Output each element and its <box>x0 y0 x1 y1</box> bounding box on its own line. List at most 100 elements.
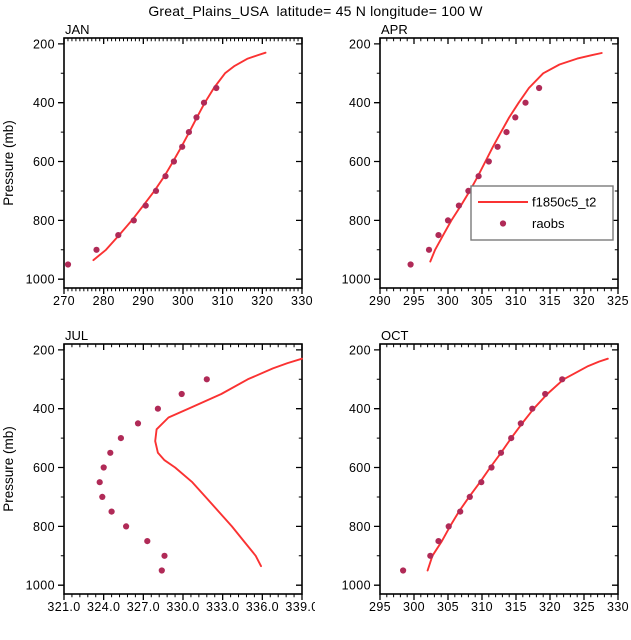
obs-point <box>179 143 186 150</box>
y-axis-tick-labels: 200 400 600 800 1000 <box>26 37 55 286</box>
x-tick-label: 325 <box>573 600 595 614</box>
y-axis-tick-labels: 200 400 600 800 1000 <box>26 343 55 592</box>
x-axis-title: Moist Static Energy (kJ/kg) <box>103 628 264 630</box>
plot-frame <box>63 37 303 289</box>
obs-point <box>130 217 137 224</box>
obs-point <box>117 435 124 442</box>
x-tick-label: 300 <box>437 294 459 308</box>
x-axis-tick-labels: 270 280 290 300 310 320 330 <box>53 294 313 308</box>
obs-point <box>99 493 106 500</box>
x-tick-label: 310 <box>212 294 234 308</box>
obs-point <box>200 99 208 106</box>
x-tick-label: 295 <box>369 600 391 614</box>
obs-point <box>115 232 122 239</box>
obs-point <box>457 508 464 515</box>
x-tick-label: 336.0 <box>246 600 279 614</box>
obs-point <box>64 261 72 268</box>
minor-ticks <box>376 344 618 598</box>
y-tick-label: 1000 <box>342 273 371 287</box>
y-tick-label: 800 <box>33 214 55 228</box>
subplot-month-title: JAN <box>65 22 90 37</box>
obs-point <box>465 187 472 194</box>
model-line <box>426 357 609 572</box>
major-ticks <box>58 344 303 600</box>
obs-point <box>435 538 442 545</box>
major-ticks <box>58 38 303 294</box>
x-axis-title: Moist Static Energy (kJ/kg) <box>419 322 580 324</box>
legend-marker-sample <box>499 220 507 227</box>
x-tick-label: 324.0 <box>87 600 120 614</box>
minor-ticks <box>60 38 302 292</box>
obs-markers <box>96 376 210 574</box>
subplot-month-title: OCT <box>381 328 409 343</box>
x-tick-label: 327.0 <box>127 600 160 614</box>
obs-point <box>142 202 149 209</box>
obs-point <box>517 420 524 427</box>
x-tick-label: 320 <box>539 600 561 614</box>
y-tick-label: 400 <box>33 96 55 110</box>
obs-point <box>522 99 529 106</box>
subplot-oct: 295 300 305 310 315 320 325 330 200 400 600 800 1000… <box>342 328 629 630</box>
obs-point <box>435 232 442 239</box>
x-tick-label: 310 <box>471 600 493 614</box>
x-tick-label: 305 <box>471 294 493 308</box>
obs-point <box>488 464 495 471</box>
model-line <box>429 52 603 263</box>
obs-point <box>144 538 151 545</box>
y-tick-label: 200 <box>33 37 55 51</box>
figure-title: Great_Plains_USA latitude= 45 N longitud… <box>148 3 483 19</box>
y-tick-label: 800 <box>349 520 371 534</box>
x-tick-label: 320 <box>573 294 595 308</box>
y-axis-title: Pressure (mb) <box>1 426 16 512</box>
x-tick-label: 320 <box>251 294 273 308</box>
obs-point <box>161 552 168 559</box>
subplot-jul: 321.0 324.0 327.0 330.0 333.0 336.0 339.0 200 40… <box>1 328 315 630</box>
obs-markers <box>400 376 566 574</box>
obs-point <box>162 173 169 180</box>
obs-point <box>108 508 115 515</box>
y-tick-label: 400 <box>349 96 371 110</box>
x-tick-label: 290 <box>132 294 154 308</box>
x-tick-label: 315 <box>539 294 561 308</box>
obs-point <box>134 420 142 427</box>
obs-point <box>170 158 177 165</box>
x-tick-label: 295 <box>403 294 425 308</box>
obs-markers <box>407 84 543 268</box>
y-tick-label: 600 <box>33 155 55 169</box>
x-tick-label: 321.0 <box>47 600 80 614</box>
obs-point <box>455 202 462 209</box>
x-tick-label: 270 <box>53 294 75 308</box>
obs-point <box>123 523 130 530</box>
minor-ticks <box>376 38 618 292</box>
obs-point <box>497 449 505 456</box>
obs-point <box>508 435 515 442</box>
x-tick-label: 300 <box>403 600 425 614</box>
y-axis-tick-labels: 200 400 600 800 1000 <box>342 343 371 592</box>
y-tick-label: 800 <box>349 214 371 228</box>
y-tick-label: 200 <box>349 343 371 357</box>
obs-point <box>213 84 220 92</box>
x-axis-tick-labels: 321.0 324.0 327.0 330.0 333.0 336.0 339.0 <box>47 600 315 614</box>
x-tick-label: 310 <box>505 294 527 308</box>
x-tick-label: 330 <box>607 600 629 614</box>
y-tick-label: 1000 <box>342 579 371 593</box>
y-tick-label: 1000 <box>26 273 55 287</box>
legend-label-model: f1850c5_t2 <box>532 195 596 210</box>
obs-point <box>178 390 185 398</box>
model-line <box>92 51 267 262</box>
obs-point <box>529 405 536 412</box>
major-ticks <box>374 38 619 294</box>
obs-point <box>203 376 210 383</box>
obs-point <box>185 129 192 136</box>
obs-point <box>466 493 473 500</box>
obs-point <box>445 523 452 530</box>
obs-point <box>503 129 510 136</box>
obs-point <box>512 114 519 121</box>
obs-point <box>485 158 492 165</box>
obs-point <box>193 114 200 121</box>
obs-point <box>154 405 161 412</box>
y-tick-label: 200 <box>33 343 55 357</box>
subplot-month-title: APR <box>381 22 408 37</box>
subplot-month-title: JUL <box>65 328 88 343</box>
